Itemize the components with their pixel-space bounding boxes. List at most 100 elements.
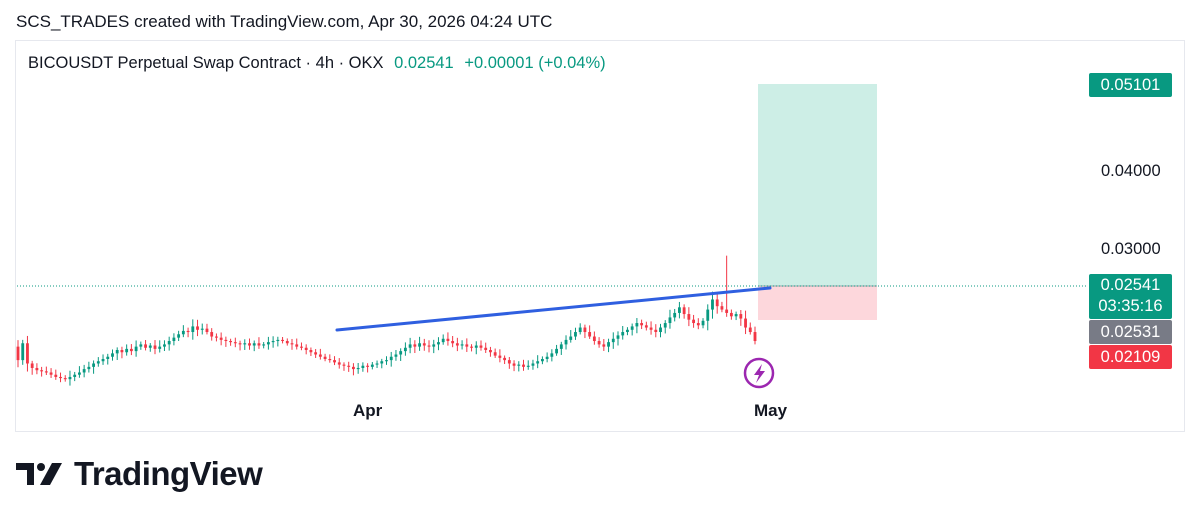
candle-body — [177, 334, 181, 338]
candle-body — [522, 364, 525, 367]
candle-body — [569, 336, 573, 340]
symbol-legend[interactable]: BICOUSDT Perpetual Swap Contract · 4h · … — [28, 54, 606, 73]
candle-body — [649, 327, 653, 330]
candle-body — [266, 342, 270, 345]
bar-countdown: 03:35:16 — [1098, 297, 1163, 315]
last-price-value: 0.02541 — [1100, 276, 1161, 294]
price-change: +0.00001 (+0.04%) — [464, 54, 606, 72]
candle-body — [611, 338, 615, 343]
candle-body — [517, 364, 521, 366]
candle-body — [706, 309, 710, 321]
candle-body — [455, 343, 459, 346]
candle-body — [120, 350, 124, 353]
candle-body — [295, 344, 299, 347]
candle-body — [21, 343, 25, 361]
candle-body — [545, 356, 549, 359]
tradingview-logo[interactable]: TradingView — [16, 455, 263, 493]
candle-body — [498, 355, 502, 358]
candle-body — [512, 363, 516, 366]
candle-body — [186, 330, 190, 333]
candle-body — [626, 329, 629, 333]
candle-body — [380, 361, 384, 364]
candle-body — [323, 356, 327, 359]
candle-body — [597, 341, 601, 345]
candle-body — [385, 360, 388, 362]
candle-body — [588, 332, 592, 337]
candle-body — [271, 341, 275, 343]
time-axis-label: May — [754, 401, 788, 420]
candle-body — [210, 332, 214, 337]
candle-body — [729, 312, 733, 317]
candle-body — [257, 343, 261, 346]
candle-body — [300, 346, 303, 348]
trendline[interactable] — [335, 286, 772, 332]
candle-body — [309, 350, 313, 353]
candle-body — [578, 327, 582, 333]
symbol-title[interactable]: BICOUSDT Perpetual Swap Contract · 4h · … — [28, 54, 384, 72]
candle-body — [607, 342, 610, 347]
target-zone[interactable] — [758, 84, 877, 286]
candle-body — [82, 369, 86, 373]
candle-body — [26, 343, 29, 364]
event-marker[interactable] — [743, 357, 775, 389]
candle-body — [262, 344, 266, 346]
candle-body — [654, 329, 658, 333]
candle-body — [446, 338, 450, 342]
candle-body — [248, 343, 251, 346]
candle-body — [696, 323, 700, 326]
candle-body — [129, 348, 133, 352]
candle-body — [682, 307, 686, 315]
candle-body — [389, 356, 393, 361]
candle-body — [167, 341, 171, 345]
candle-body — [720, 306, 724, 310]
candle-body — [328, 358, 332, 361]
candle-body — [115, 350, 119, 354]
candle-body — [503, 357, 507, 361]
candle-body — [158, 346, 162, 349]
candle-body — [87, 366, 91, 370]
candle-body — [238, 343, 242, 345]
candle-body — [550, 353, 554, 357]
candle-body — [215, 336, 218, 338]
stop-zone[interactable] — [758, 286, 877, 320]
candle-body — [191, 326, 195, 333]
lightning-icon — [754, 364, 765, 383]
candle-body — [314, 352, 318, 355]
candle-body — [616, 335, 620, 339]
chart-frame — [15, 40, 1185, 432]
candles-layer — [16, 255, 757, 386]
candle-body — [744, 318, 747, 328]
candle-body — [224, 339, 228, 342]
candle-body — [361, 365, 365, 368]
candle-body — [602, 344, 606, 347]
stop-price-tag: 0.02109 — [1089, 345, 1172, 369]
candle-body — [474, 345, 478, 348]
candle-body — [479, 345, 483, 348]
candle-body — [30, 363, 34, 368]
candle-body — [229, 341, 233, 343]
candle-body — [366, 365, 370, 367]
tradingview-logo-icon — [16, 463, 62, 485]
candle-body — [153, 345, 157, 349]
candle-body — [408, 344, 412, 348]
candle-body — [734, 314, 738, 317]
candle-body — [451, 341, 455, 344]
candle-body — [526, 365, 530, 367]
candle-body — [687, 314, 691, 320]
candle-body — [276, 339, 280, 342]
candle-body — [640, 323, 644, 326]
candle-body — [144, 344, 147, 348]
candle-body — [163, 344, 166, 347]
candle-body — [337, 362, 341, 365]
candle-body — [73, 374, 77, 377]
candle-body — [252, 343, 256, 346]
candle-body — [16, 346, 20, 361]
candle-body — [668, 317, 672, 324]
candle-body — [507, 360, 511, 364]
candle-body — [290, 343, 294, 345]
candle-body — [555, 348, 558, 354]
last-price-tag: 0.02541 03:35:16 — [1089, 274, 1172, 319]
candle-body — [677, 307, 681, 313]
candle-body — [465, 344, 469, 347]
